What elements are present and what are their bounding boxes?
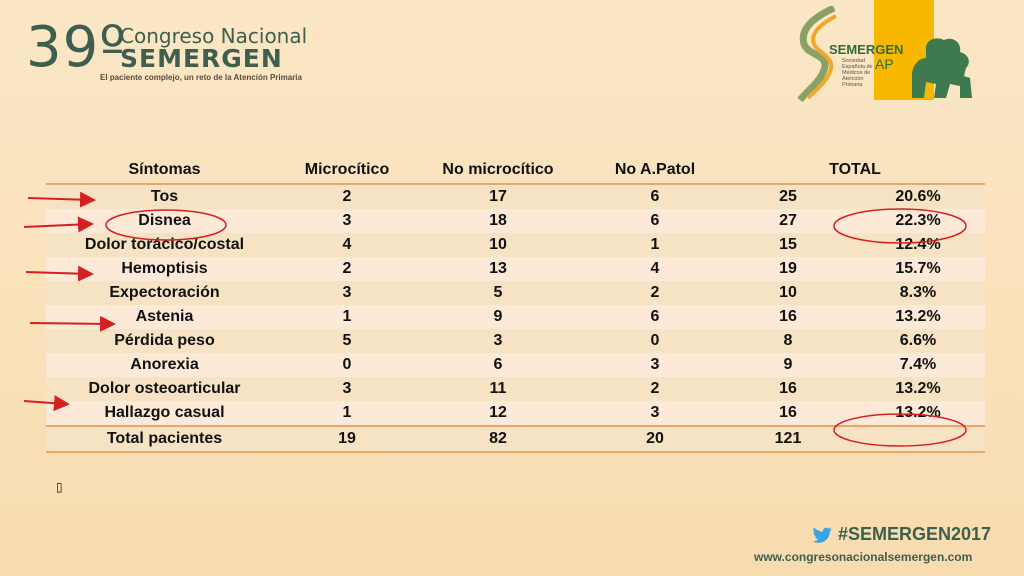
table-cell: 16 xyxy=(779,404,797,421)
table-cell: Disnea xyxy=(138,212,191,229)
table-cell: 5 xyxy=(342,332,352,349)
table-cell: 1 xyxy=(650,236,660,253)
table-cell: Dolor osteoarticular xyxy=(88,380,241,397)
table-cell: 5 xyxy=(493,284,503,301)
table-cell: 2 xyxy=(342,260,352,277)
table-total-row: Total pacientes 19 82 20 121 xyxy=(46,426,985,452)
table-row: Dolor osteoarticular 3 11 2 16 13.2% xyxy=(46,377,985,401)
table-cell: 13 xyxy=(489,260,507,277)
table-cell: 10 xyxy=(779,284,797,301)
website-link[interactable]: www.congresonacionalsemergen.com xyxy=(754,550,973,564)
table-cell: 0 xyxy=(342,356,352,373)
table-row: Anorexia 0 6 3 9 7.4% xyxy=(46,353,985,377)
table-cell: Tos xyxy=(150,188,179,205)
table-cell: 9 xyxy=(783,356,793,373)
table-cell: 13.2% xyxy=(895,404,941,421)
table-header-row: Síntomas Microcítico No microcítico No A… xyxy=(46,157,985,185)
table-cell: 82 xyxy=(489,430,507,447)
semergen-s-logo-icon xyxy=(797,6,837,103)
table-cell: 2 xyxy=(650,380,660,397)
header-tagline: El paciente complejo, un reto de la Aten… xyxy=(100,73,302,82)
table-cell: 13.2% xyxy=(895,308,941,325)
table-cell: 15.7% xyxy=(895,260,941,277)
table-cell: 4 xyxy=(342,236,352,253)
table-cell: 22.3% xyxy=(895,212,941,229)
logo-subtitle: Sociedad Española de Médicos de Atención… xyxy=(842,58,873,88)
table-row: Tos 2 17 6 25 20.6% xyxy=(46,184,985,209)
table-cell: 2 xyxy=(342,188,352,205)
header-cell-total: TOTAL xyxy=(725,157,985,185)
table-cell: Dolor torácico/costal xyxy=(84,236,245,253)
footer-mark: ▯ xyxy=(56,480,63,494)
table-cell: 27 xyxy=(779,212,797,229)
table-cell xyxy=(851,426,985,452)
table-row: Disnea 3 18 6 27 22.3% xyxy=(46,209,985,233)
header-title-line1: Congreso Nacional xyxy=(120,24,308,48)
table-cell: 12.4% xyxy=(895,236,941,253)
table-cell: 6 xyxy=(650,308,660,325)
table-cell: 13.2% xyxy=(895,380,941,397)
table-cell: 3 xyxy=(493,332,503,349)
header-cell-non-microcytic: No microcítico xyxy=(411,157,585,185)
table-cell: 3 xyxy=(342,284,352,301)
header-title-line2: SEMERGEN xyxy=(120,44,283,73)
header-cell-symptoms: Síntomas xyxy=(46,157,283,185)
logo-name: SEMERGEN xyxy=(829,42,904,57)
table-row: Pérdida peso 5 3 0 8 6.6% xyxy=(46,329,985,353)
table-cell: 3 xyxy=(650,404,660,421)
lion-icon xyxy=(912,38,972,98)
table-cell: Anorexia xyxy=(130,356,199,373)
table-row: Astenia 1 9 6 16 13.2% xyxy=(46,305,985,329)
table-cell: 8 xyxy=(783,332,793,349)
table-cell: Astenia xyxy=(135,308,194,325)
table-cell: Hallazgo casual xyxy=(104,404,225,421)
symptoms-table: Síntomas Microcítico No microcítico No A… xyxy=(46,157,985,453)
table-cell: 10 xyxy=(489,236,507,253)
table-cell: 3 xyxy=(342,380,352,397)
table-cell: 0 xyxy=(650,332,660,349)
table-cell: 7.4% xyxy=(899,356,937,373)
table-row: Hemoptisis 2 13 4 19 15.7% xyxy=(46,257,985,281)
table-cell: 20 xyxy=(646,430,664,447)
table-cell: 1 xyxy=(342,308,352,325)
table-cell: 20.6% xyxy=(895,188,941,205)
table-cell: 19 xyxy=(338,430,356,447)
twitter-icon xyxy=(812,527,832,543)
table-cell: 18 xyxy=(489,212,507,229)
table-row: Hallazgo casual 1 12 3 16 13.2% xyxy=(46,401,985,426)
table-cell: 4 xyxy=(650,260,660,277)
table-cell: 11 xyxy=(489,380,507,397)
table-cell: Total pacientes xyxy=(106,430,223,447)
table-cell: 16 xyxy=(779,308,797,325)
table-cell: 19 xyxy=(779,260,797,277)
header-cell-microcytic: Microcítico xyxy=(283,157,411,185)
table-cell: 121 xyxy=(774,430,802,447)
hashtag: #SEMERGEN2017 xyxy=(838,524,992,544)
table-cell: Hemoptisis xyxy=(121,260,208,277)
table-cell: 6 xyxy=(650,188,660,205)
table-cell: 16 xyxy=(779,380,797,397)
table-cell: 15 xyxy=(779,236,797,253)
table-cell: 6 xyxy=(650,212,660,229)
table-cell: 1 xyxy=(342,404,352,421)
table-row: Expectoración 3 5 2 10 8.3% xyxy=(46,281,985,305)
table-cell: 3 xyxy=(650,356,660,373)
table-cell: 8.3% xyxy=(899,284,937,301)
table-cell: 9 xyxy=(493,308,503,325)
table-row: Dolor torácico/costal 4 10 1 15 12.4% xyxy=(46,233,985,257)
table-cell: 25 xyxy=(779,188,797,205)
logo-ap: AP xyxy=(875,56,894,72)
table-cell: Pérdida peso xyxy=(114,332,215,349)
table-cell: 6 xyxy=(493,356,503,373)
header-number: 39º xyxy=(26,15,127,80)
table-cell: 6.6% xyxy=(899,332,937,349)
table-cell: 3 xyxy=(342,212,352,229)
table-cell: 17 xyxy=(489,188,507,205)
table-cell: 12 xyxy=(489,404,507,421)
table-cell: 2 xyxy=(650,284,660,301)
table-cell: Expectoración xyxy=(109,284,220,301)
header-cell-no-pathology: No A.Patol xyxy=(585,157,725,185)
